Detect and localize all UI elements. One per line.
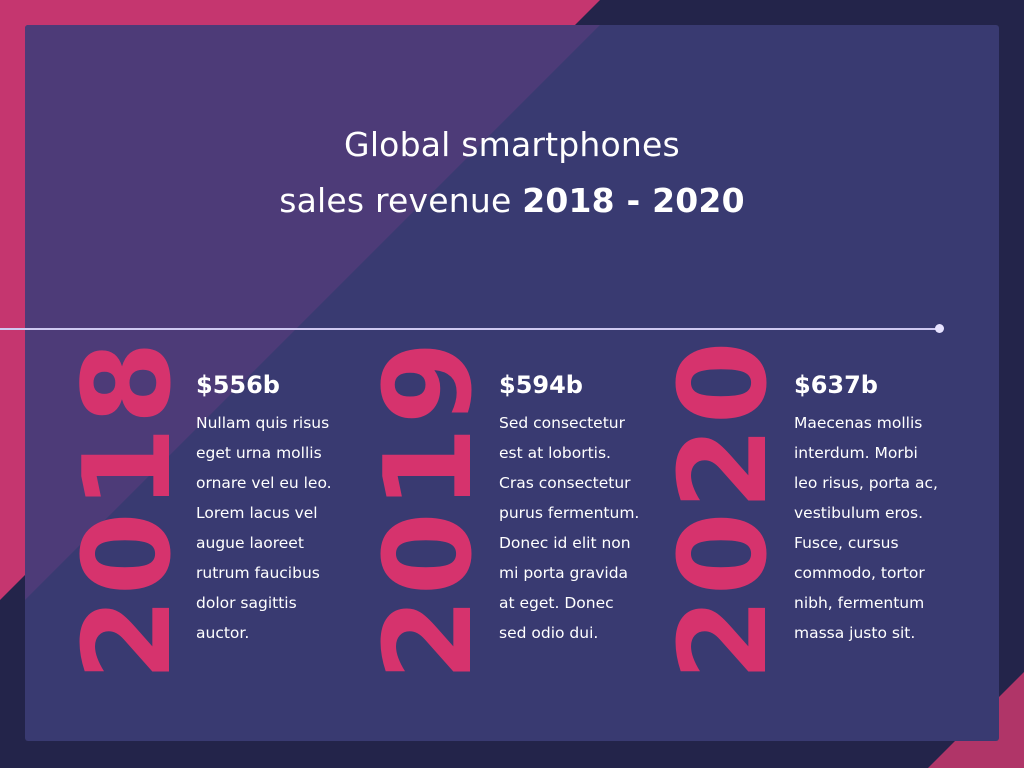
- revenue-amount-2018: $556b: [196, 371, 280, 399]
- timeline-line: [0, 328, 940, 330]
- title-line-2-prefix: sales revenue: [279, 181, 523, 220]
- slide-title: Global smartphones sales revenue 2018 - …: [25, 117, 999, 229]
- panel-diagonal-tint: [25, 25, 600, 600]
- title-line-1: Global smartphones: [344, 125, 680, 164]
- title-date-range: 2018 - 2020: [522, 181, 745, 220]
- revenue-amount-2019: $594b: [499, 371, 583, 399]
- year-2019-text: 2019: [360, 339, 499, 681]
- year-label-2020: 2020: [655, 339, 794, 681]
- year-2020-text: 2020: [655, 339, 794, 681]
- description-2018: Nullam quis risus eget urna mollis ornar…: [196, 414, 332, 642]
- revenue-amount-2020: $637b: [794, 371, 878, 399]
- content-panel: Global smartphones sales revenue 2018 - …: [25, 25, 999, 741]
- panel-tint-triangle: [25, 25, 600, 600]
- description-2020: Maecenas mollis interdum. Morbi leo risu…: [794, 414, 938, 642]
- year-2018-text: 2018: [59, 339, 198, 681]
- timeline-end-dot: [935, 324, 944, 333]
- year-label-2018: 2018: [59, 339, 198, 681]
- title-line-2: sales revenue 2018 - 2020: [25, 173, 999, 229]
- description-2019: Sed consectetur est at lobortis. Cras co…: [499, 414, 640, 642]
- year-label-2019: 2019: [360, 339, 499, 681]
